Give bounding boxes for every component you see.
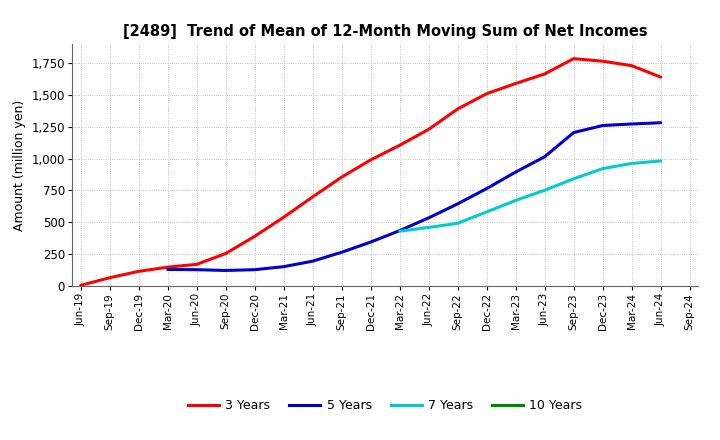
5 Years (221, 268, 230, 273)
3 Years (598, 59, 607, 64)
3 Years (192, 262, 201, 267)
7 Years (395, 229, 404, 234)
5 Years (192, 267, 201, 272)
3 Years (338, 174, 346, 180)
3 Years (541, 71, 549, 77)
Y-axis label: Amount (million yen): Amount (million yen) (13, 99, 26, 231)
3 Years (627, 63, 636, 68)
7 Years (511, 198, 520, 203)
5 Years (308, 259, 317, 264)
Line: 5 Years: 5 Years (168, 123, 661, 271)
3 Years (105, 275, 114, 280)
3 Years (279, 215, 288, 220)
5 Years (366, 239, 375, 245)
3 Years (251, 234, 259, 239)
3 Years (570, 56, 578, 61)
3 Years (395, 143, 404, 148)
3 Years (454, 106, 462, 112)
7 Years (482, 209, 491, 215)
3 Years (657, 74, 665, 80)
Line: 3 Years: 3 Years (81, 59, 661, 286)
5 Years (482, 186, 491, 191)
5 Years (657, 120, 665, 125)
7 Years (424, 225, 433, 230)
3 Years (221, 251, 230, 256)
7 Years (598, 166, 607, 171)
5 Years (570, 130, 578, 135)
3 Years (76, 283, 85, 288)
7 Years (627, 161, 636, 166)
5 Years (541, 154, 549, 159)
Legend: 3 Years, 5 Years, 7 Years, 10 Years: 3 Years, 5 Years, 7 Years, 10 Years (183, 394, 588, 417)
5 Years (454, 201, 462, 206)
7 Years (541, 187, 549, 193)
3 Years (308, 194, 317, 199)
Line: 7 Years: 7 Years (400, 161, 661, 231)
3 Years (482, 91, 491, 96)
3 Years (366, 157, 375, 162)
5 Years (627, 121, 636, 127)
5 Years (163, 267, 172, 272)
5 Years (424, 215, 433, 220)
3 Years (511, 81, 520, 86)
5 Years (279, 264, 288, 269)
5 Years (395, 228, 404, 233)
7 Years (570, 176, 578, 181)
5 Years (511, 169, 520, 175)
5 Years (338, 249, 346, 255)
5 Years (598, 123, 607, 128)
3 Years (135, 269, 143, 274)
7 Years (454, 221, 462, 226)
7 Years (657, 158, 665, 164)
5 Years (251, 267, 259, 272)
3 Years (163, 264, 172, 270)
Title: [2489]  Trend of Mean of 12-Month Moving Sum of Net Incomes: [2489] Trend of Mean of 12-Month Moving … (123, 24, 647, 39)
3 Years (424, 127, 433, 132)
